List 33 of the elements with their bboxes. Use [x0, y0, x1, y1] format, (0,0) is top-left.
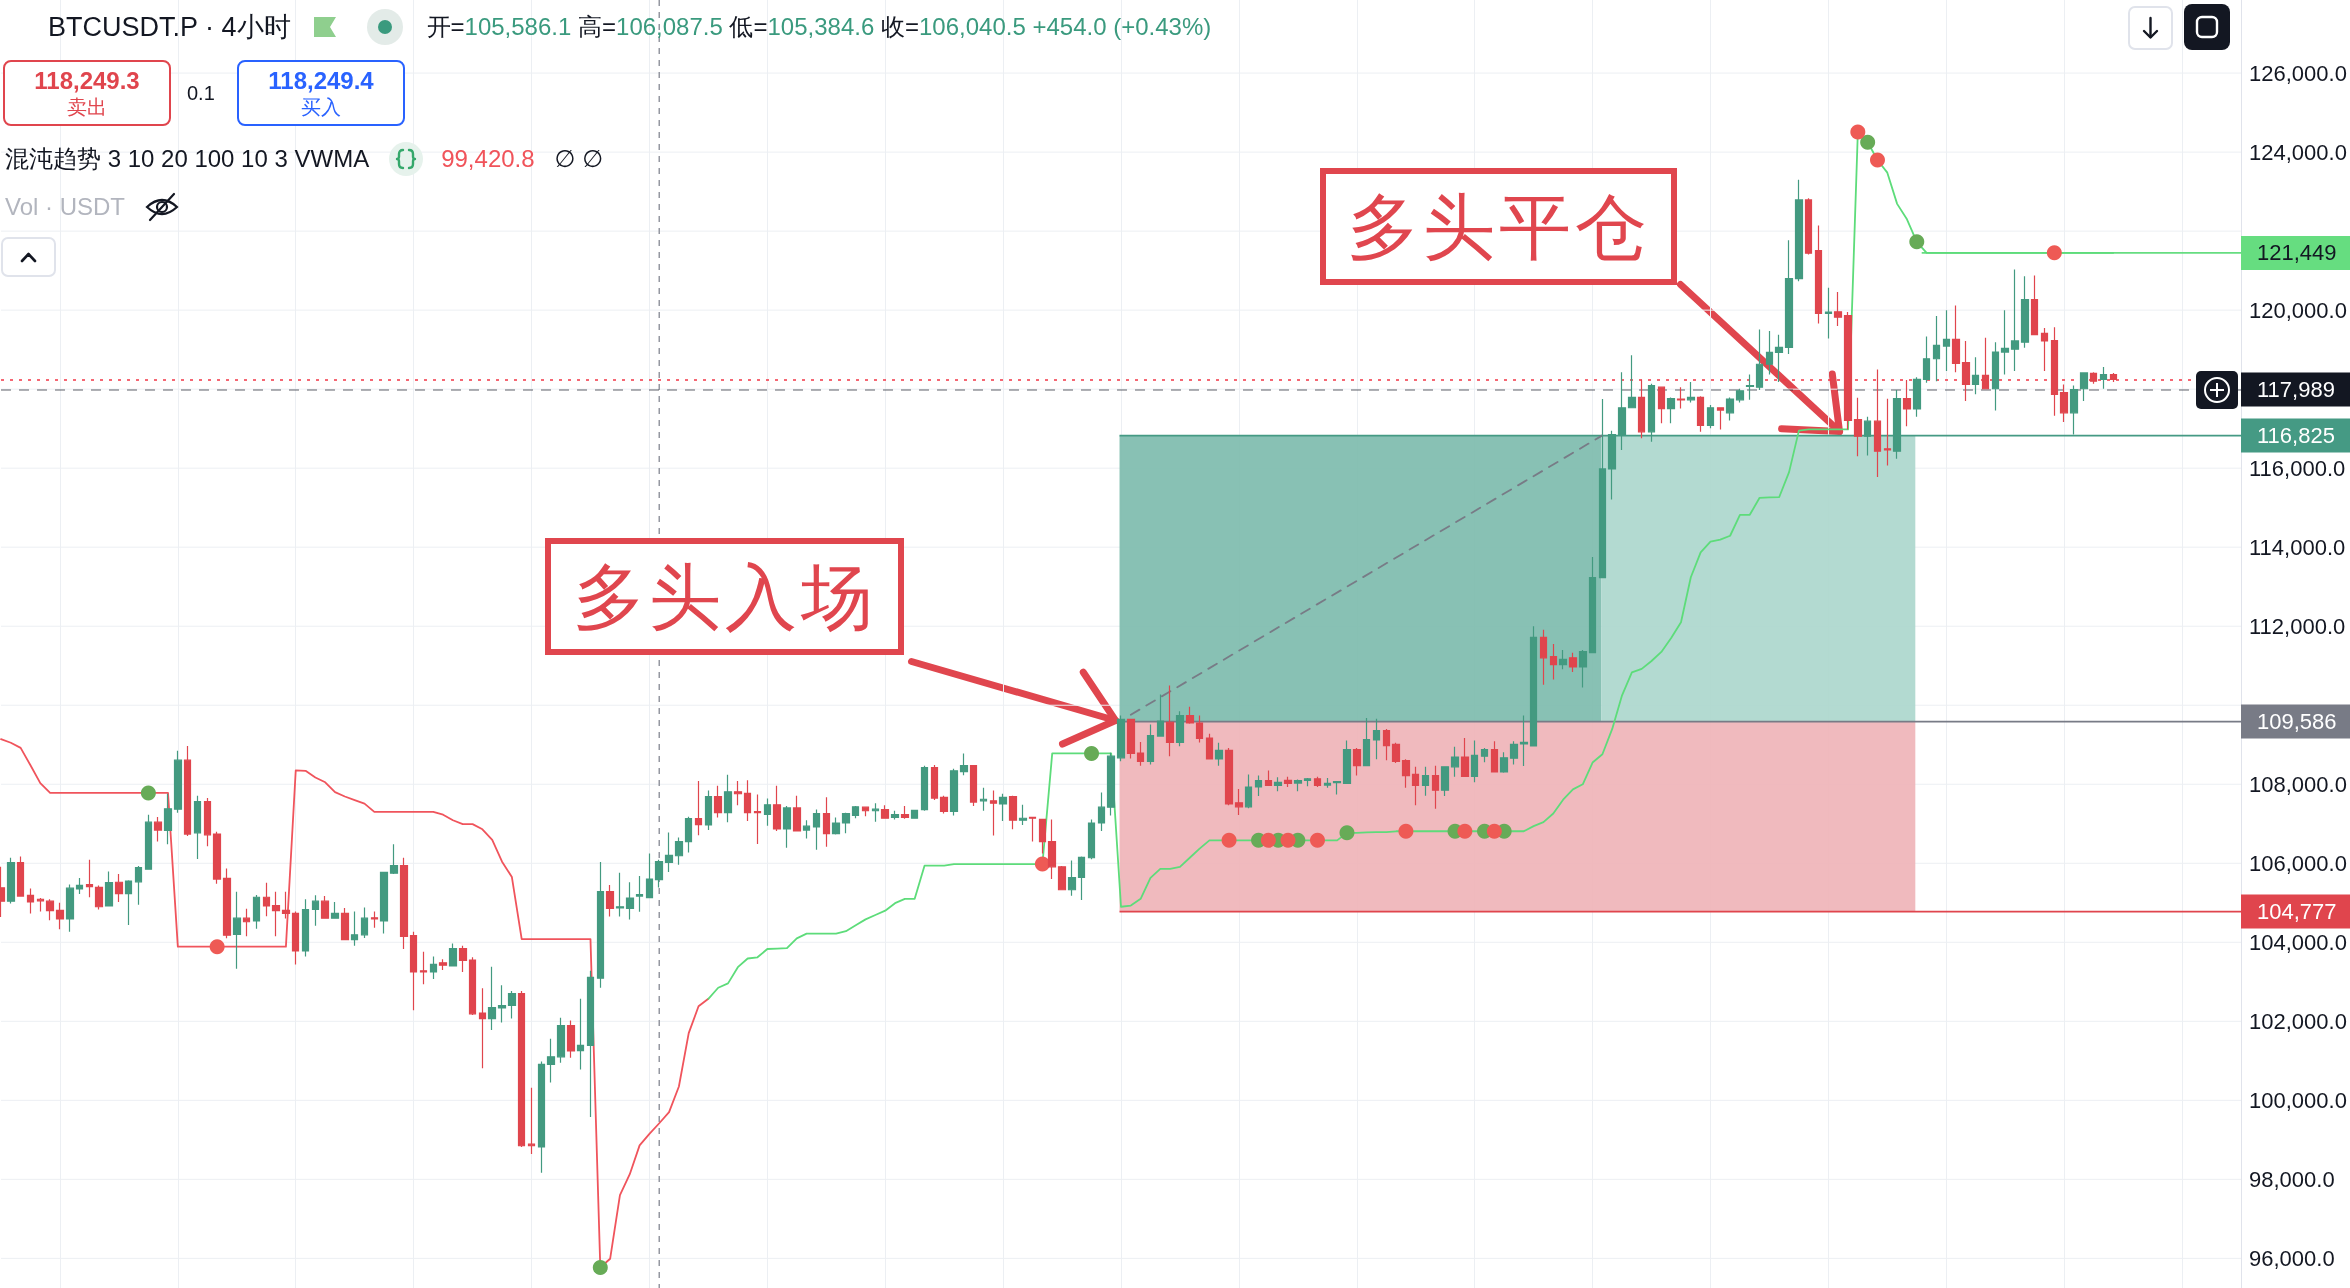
annotation: 多头平仓	[1346, 186, 1651, 267]
ref-line-label: 104,777	[2257, 899, 2337, 925]
y-tick-label: 124,000.0	[2249, 139, 2347, 165]
y-tick-label: 106,000.0	[2249, 850, 2347, 876]
annotation: Vol · USDT	[5, 193, 126, 221]
ref-line-label: 121,449	[2257, 240, 2337, 266]
annotation: ∅ ∅	[554, 145, 604, 173]
y-tick-label: 114,000.0	[2249, 534, 2346, 560]
y-tick-label: 112,000.0	[2249, 613, 2346, 639]
annotation: 118,249.4	[268, 67, 374, 95]
annotation: 卖出	[67, 95, 107, 119]
y-tick-label: 108,000.0	[2249, 771, 2347, 797]
annotation: 混沌趋势 3 10 20 100 10 3 VWMA	[5, 144, 370, 174]
y-tick-label: 126,000.0	[2249, 60, 2347, 86]
annotation: 0.1	[187, 81, 215, 105]
y-tick-label: 120,000.0	[2249, 297, 2347, 323]
annotation: 买入	[301, 95, 341, 119]
text: 开=105,586.1 高=106,087.5 低=105,384.6 收=106,040.5 +454.0 (+0.43%)	[426, 13, 1212, 40]
text: BTCUSDT.P · 4小时	[48, 11, 291, 44]
ref-line-label: 109,586	[2257, 709, 2337, 735]
ref-line-label: 117,989	[2257, 377, 2335, 403]
y-tick-label: 100,000.0	[2249, 1087, 2347, 1113]
annotation: 99,420.8	[441, 145, 535, 173]
annotation: 118,249.3	[34, 67, 140, 95]
annotation: 多头入场	[572, 556, 877, 637]
y-tick-label: 98,000.0	[2249, 1166, 2335, 1192]
y-tick-label: 116,000.0	[2249, 455, 2346, 481]
y-tick-label: 104,000.0	[2249, 929, 2347, 955]
ref-line-label: 116,825	[2257, 423, 2335, 449]
y-tick-label: 96,000.0	[2249, 1245, 2335, 1271]
sell-button: 118,249.3 卖出	[3, 60, 171, 126]
buy-button: 118,249.4 买入	[237, 60, 405, 126]
y-tick-label: 102,000.0	[2249, 1008, 2347, 1034]
